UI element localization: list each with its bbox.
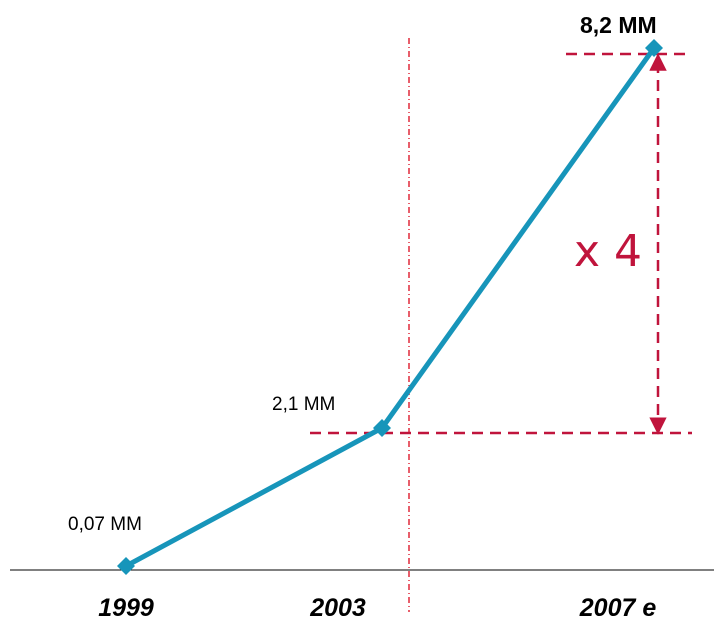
data-point-2003 [373,419,391,437]
x-tick-label-2003: 2003 [309,594,366,622]
data-label-2007-e: 8,2 MM [580,12,657,38]
x-tick-label-1999: 1999 [98,594,154,622]
data-label-2003: 2,1 MM [272,394,335,415]
multiplier-annotation: x 4 [574,226,642,277]
series-line [124,46,657,569]
data-point-2007-e [645,39,663,57]
data-point-1999 [117,557,135,575]
series-marks: 0,07 MM 2,1 MM 8,2 MM 1999 2003 2007 e [68,12,663,622]
data-label-1999: 0,07 MM [68,514,142,535]
x-tick-label-2007-e: 2007 e [579,594,657,622]
